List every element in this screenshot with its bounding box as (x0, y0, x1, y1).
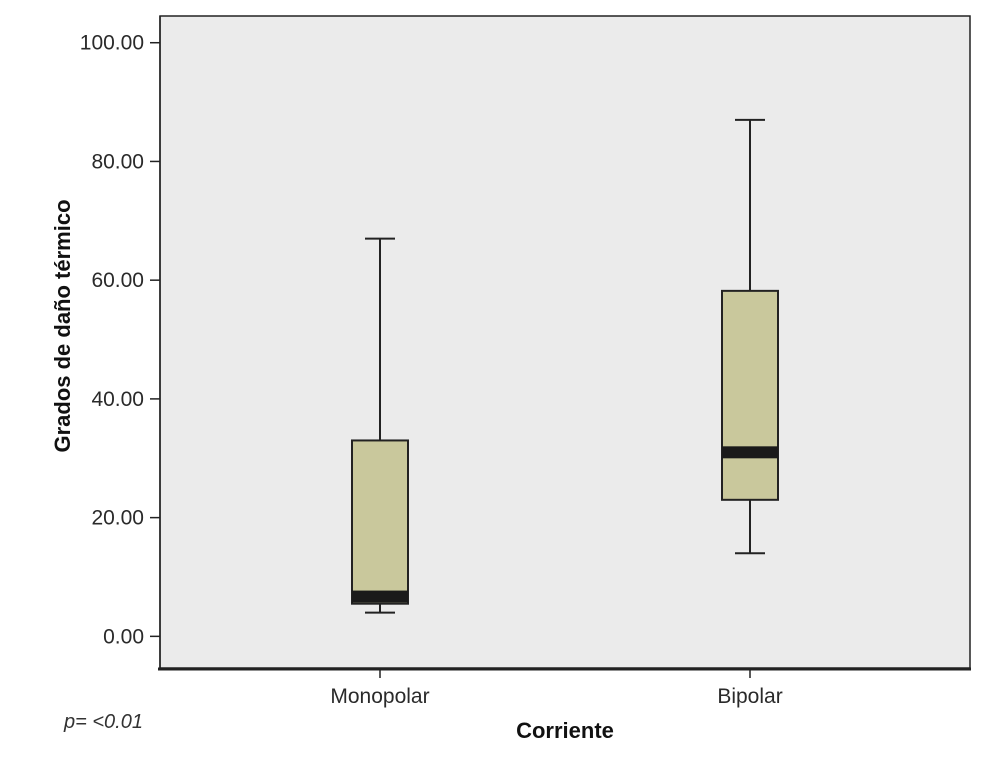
p-value-annotation: p= <0.01 (63, 711, 143, 733)
y-tick-label: 60.00 (91, 269, 144, 292)
y-axis-ticks: 0.00 20.00 40.00 60.00 80.00 100.00 (80, 32, 160, 648)
x-axis-title: Corriente (516, 718, 614, 743)
x-tick-label: Monopolar (330, 685, 429, 708)
y-tick-label: 20.00 (91, 507, 144, 530)
median-line (722, 446, 778, 459)
y-tick-label: 100.00 (80, 32, 144, 55)
box-monopolar (351, 237, 409, 614)
median-line (352, 590, 408, 603)
y-tick-label: 80.00 (91, 150, 144, 173)
y-axis-title: Grados de daño térmico (50, 199, 75, 452)
iqr-box (351, 439, 409, 605)
x-axis-ticks: Monopolar Bipolar (330, 669, 783, 708)
y-tick-label: 0.00 (103, 625, 144, 648)
box-series (351, 118, 779, 614)
plot-area (159, 15, 971, 669)
x-tick-label: Bipolar (717, 685, 782, 708)
box-bipolar (721, 118, 779, 555)
y-tick-label: 40.00 (91, 388, 144, 411)
iqr-box (721, 289, 779, 501)
